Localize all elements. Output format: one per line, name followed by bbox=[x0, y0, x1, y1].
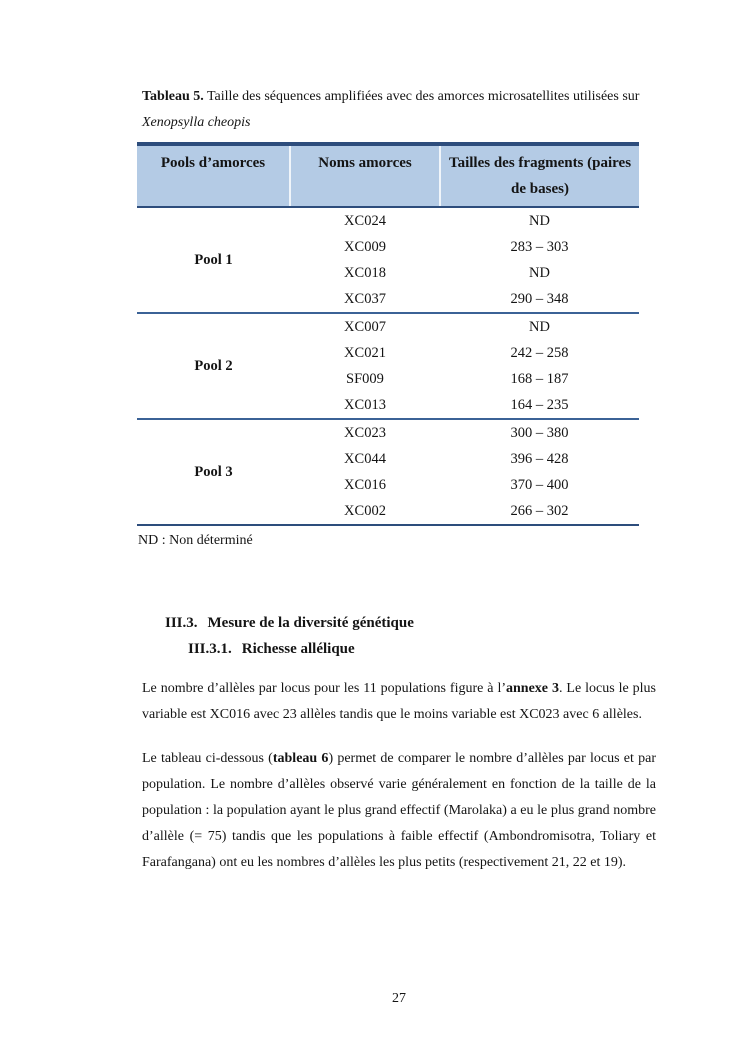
amorces-table: Pools d’amorces Noms amorces Tailles des… bbox=[137, 142, 639, 526]
section-heading-III-3-1: III.3.1. Richesse allélique bbox=[188, 636, 656, 662]
table-caption-label: Tableau 5. bbox=[142, 89, 204, 104]
page-number: 27 bbox=[392, 991, 406, 1006]
pool-name-cell: Pool 3 bbox=[194, 464, 233, 480]
section-title: Richesse allélique bbox=[241, 641, 355, 657]
table-row: XC009 283 – 303 bbox=[137, 234, 639, 260]
amorce-cell: XC024 bbox=[344, 213, 386, 229]
column-header-tailles: Tailles des fragments (paires de bases) bbox=[439, 142, 639, 208]
taille-cell: 290 – 348 bbox=[510, 291, 569, 307]
table-row: XC044 396 – 428 bbox=[137, 446, 639, 472]
amorce-cell: XC007 bbox=[344, 319, 386, 335]
pool-name-cell: Pool 2 bbox=[194, 358, 233, 374]
section-number: III.3.1. bbox=[188, 641, 232, 657]
table-header-row: Pools d’amorces Noms amorces Tailles des… bbox=[137, 142, 639, 208]
pool-group-3: Pool 3 XC023 300 – 380 XC044 396 – 428 X… bbox=[137, 419, 639, 525]
amorce-cell: XC013 bbox=[344, 397, 386, 413]
amorce-cell: XC002 bbox=[344, 503, 386, 519]
column-header-tailles-line1: Tailles des fragments (paires bbox=[448, 155, 632, 171]
taille-cell: 168 – 187 bbox=[510, 371, 569, 387]
species-name: Xenopsylla cheopis bbox=[142, 115, 251, 130]
taille-cell: 283 – 303 bbox=[510, 239, 569, 255]
section-heading-III-3: III.3. Mesure de la diversité génétique bbox=[165, 610, 656, 636]
section-number: III.3. bbox=[165, 615, 198, 631]
taille-cell: 266 – 302 bbox=[510, 503, 569, 519]
pool-group-1: Pool 1 XC024 ND XC009 283 – 303 XC018 ND… bbox=[137, 207, 639, 313]
taille-cell: ND bbox=[529, 265, 550, 281]
taille-cell: 370 – 400 bbox=[510, 477, 569, 493]
emphasis-segment: annexe 3 bbox=[506, 681, 559, 696]
taille-cell: 242 – 258 bbox=[510, 345, 569, 361]
amorce-cell: XC021 bbox=[344, 345, 386, 361]
column-header-noms: Noms amorces bbox=[289, 142, 440, 208]
amorce-cell: XC009 bbox=[344, 239, 386, 255]
taille-cell: 396 – 428 bbox=[510, 451, 569, 467]
page-content: Tableau 5. Taille des séquences amplifié… bbox=[137, 84, 656, 876]
table-row: XC013 164 – 235 bbox=[137, 392, 639, 419]
paragraph-2: Le tableau ci-dessous (tableau 6) permet… bbox=[142, 746, 656, 876]
amorce-cell: SF009 bbox=[346, 371, 384, 387]
text-segment: Le tableau ci-dessous ( bbox=[142, 751, 273, 766]
taille-cell: 300 – 380 bbox=[510, 425, 569, 441]
table-row: XC016 370 – 400 bbox=[137, 472, 639, 498]
emphasis-segment: tableau 6 bbox=[272, 751, 329, 766]
amorce-cell: XC044 bbox=[344, 451, 386, 467]
table-caption-text: Taille des séquences amplifiées avec des… bbox=[203, 89, 640, 104]
pool-name-cell: Pool 1 bbox=[194, 252, 233, 268]
table-row: XC021 242 – 258 bbox=[137, 340, 639, 366]
column-header-pools: Pools d’amorces bbox=[137, 142, 290, 208]
table-row: XC002 266 – 302 bbox=[137, 498, 639, 525]
section-title: Mesure de la diversité génétique bbox=[207, 615, 414, 631]
table-caption: Tableau 5. Taille des séquences amplifié… bbox=[142, 84, 656, 136]
taille-cell: 164 – 235 bbox=[510, 397, 569, 413]
amorce-cell: XC037 bbox=[344, 291, 386, 307]
column-header-tailles-line2: de bases) bbox=[511, 181, 569, 197]
amorce-cell: XC016 bbox=[344, 477, 386, 493]
amorce-cell: XC018 bbox=[344, 265, 386, 281]
taille-cell: ND bbox=[529, 213, 550, 229]
table-row: XC018 ND bbox=[137, 260, 639, 286]
paragraph-1: Le nombre d’allèles par locus pour les 1… bbox=[142, 676, 656, 728]
table-row: Pool 1 XC024 ND bbox=[137, 207, 639, 268]
table-row: Pool 3 XC023 300 – 380 bbox=[137, 419, 639, 480]
text-segment: Le nombre d’allèles par locus pour les 1… bbox=[142, 681, 506, 696]
table-note: ND : Non déterminé bbox=[138, 533, 253, 548]
table-row: SF009 168 – 187 bbox=[137, 366, 639, 392]
text-segment: ) permet de comparer le nombre d’allèles… bbox=[142, 751, 656, 870]
taille-cell: ND bbox=[529, 319, 550, 335]
table-row: XC037 290 – 348 bbox=[137, 286, 639, 313]
text-segment: . Le locus le plus variable est XC016 av… bbox=[142, 681, 656, 722]
amorce-cell: XC023 bbox=[344, 425, 386, 441]
table-row: Pool 2 XC007 ND bbox=[137, 313, 639, 374]
pool-group-2: Pool 2 XC007 ND XC021 242 – 258 SF009 16… bbox=[137, 313, 639, 419]
